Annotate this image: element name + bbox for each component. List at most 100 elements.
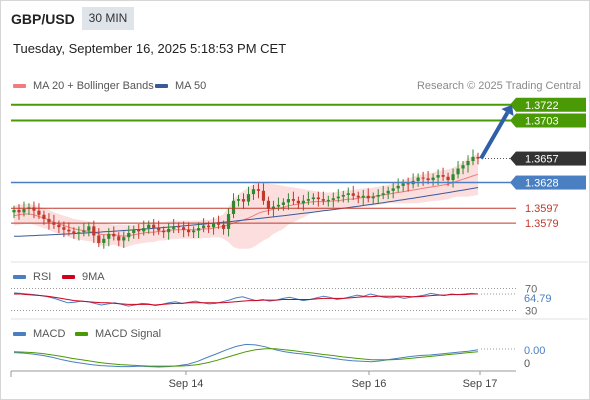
candle-body [386, 190, 390, 194]
ma20-swatch [13, 84, 26, 88]
candle-body [197, 228, 201, 231]
resistance-level-label: 1.3703 [525, 115, 559, 127]
resistance-level-tag [516, 97, 586, 112]
candle-body [366, 195, 370, 199]
candle-body [406, 183, 410, 185]
legend-ma20: MA 20 + Bollinger Bands [13, 80, 154, 92]
candle-body [211, 223, 216, 228]
candle-body [251, 189, 256, 195]
candle-body [42, 214, 46, 219]
candle-body [172, 226, 176, 229]
candle-body [236, 199, 241, 201]
candle-body [22, 209, 26, 213]
candle-body [147, 224, 151, 229]
resistance-level-tag-pointer [510, 97, 516, 112]
last-level-label: 1.3657 [525, 154, 559, 166]
candle-body [311, 197, 315, 200]
candle-body [471, 156, 475, 162]
candle-body [112, 233, 116, 237]
candle-body [162, 230, 166, 233]
candle-body [461, 165, 465, 169]
candle-body [476, 156, 480, 159]
candle-body [381, 193, 385, 195]
candle-body [122, 237, 126, 241]
resistance-level-label: 1.3722 [525, 100, 559, 112]
candle-body [187, 229, 191, 233]
candle-body [137, 229, 141, 232]
rsi-ma-label: 9MA [82, 271, 105, 283]
candle-body [77, 232, 81, 234]
candle-body [261, 190, 266, 201]
rsi-level-70-label: 70 [525, 284, 537, 296]
candle-body [371, 196, 375, 199]
ma50-label: MA 50 [175, 80, 207, 92]
candle-body [336, 196, 340, 199]
chart-datetime: Tuesday, September 16, 2025 5:18:53 PM C… [13, 41, 287, 56]
candle-body [266, 200, 271, 210]
legend-ma50: MA 50 [155, 80, 206, 92]
macd-label: MACD [33, 328, 66, 340]
legend-rsi-ma: 9MA [62, 271, 105, 283]
candle-body [107, 233, 111, 239]
candle-body [376, 194, 380, 197]
ma20-label: MA 20 + Bollinger Bands [33, 80, 154, 92]
candle-body [426, 178, 430, 181]
candle-body [201, 225, 206, 229]
macd-zero-label: 0 [524, 358, 530, 370]
candle-body [152, 224, 156, 229]
candle-body [192, 230, 196, 233]
candle-body [157, 228, 161, 231]
candle-body [72, 231, 76, 234]
candle-body [226, 214, 231, 229]
last-level-tag-pointer [510, 151, 516, 166]
candle-body [341, 194, 345, 197]
candle-body [182, 227, 186, 230]
candle-body [256, 189, 261, 191]
candle-body [231, 200, 236, 214]
macd-signal-label: MACD Signal [95, 328, 162, 340]
projection-arrow-head [501, 104, 514, 117]
candle-body [97, 235, 101, 243]
candle-body [102, 238, 106, 243]
candle-body [206, 225, 211, 228]
resistance-level-tag [516, 113, 586, 128]
candle-body [346, 193, 350, 195]
candle-body [441, 175, 445, 177]
rsi-swatch [13, 275, 26, 279]
candle-body [47, 218, 51, 223]
candle-body [32, 207, 36, 211]
legend-macd-signal: MACD Signal [75, 328, 161, 340]
candle-body [296, 200, 300, 204]
macd-line [13, 343, 479, 368]
timeframe-badge[interactable]: 30 MIN [82, 7, 134, 30]
candle-body [391, 188, 395, 191]
candle-body [306, 199, 310, 201]
ma20-line [13, 173, 479, 237]
rsi-last-value: 64.79 [524, 293, 552, 305]
candle-body [331, 198, 335, 200]
candle-body [421, 177, 425, 179]
candle-body [221, 224, 226, 229]
last-level-tag [516, 151, 586, 166]
candle-body [326, 199, 330, 201]
candle-body [396, 185, 400, 189]
rsi-level-30-label: 30 [525, 306, 537, 318]
resistance-level-tag-pointer [510, 113, 516, 128]
candle-body [142, 228, 146, 232]
candle-body [117, 236, 121, 241]
legend-macd: MACD [13, 328, 65, 340]
symbol-title: GBP/USD [11, 11, 75, 27]
candle-body [291, 199, 295, 201]
pivot-level-tag-pointer [510, 175, 516, 190]
pivot-level-tag [516, 175, 586, 190]
candle-body [321, 199, 325, 201]
candle-body [127, 233, 131, 238]
ma50-swatch [155, 84, 168, 88]
candle-body [167, 228, 171, 233]
rsi-ma-swatch [62, 275, 75, 279]
candle-body [316, 197, 320, 200]
candle-body [431, 177, 435, 181]
x-tick-label: Sep 17 [463, 378, 498, 390]
candle-body [356, 195, 360, 198]
macd-signal-swatch [75, 332, 88, 336]
